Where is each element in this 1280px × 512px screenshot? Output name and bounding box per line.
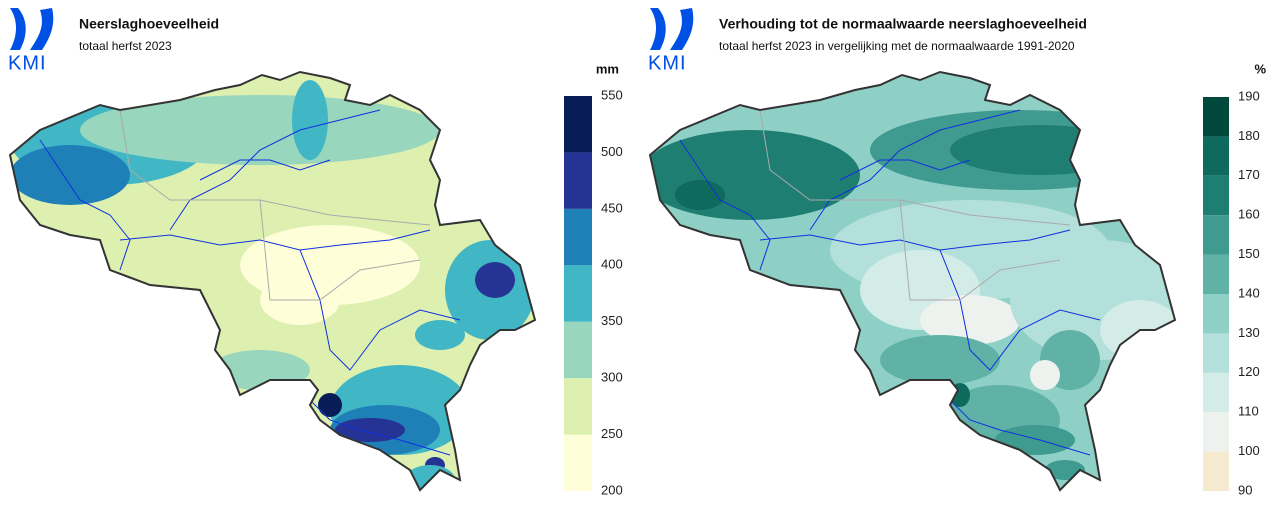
legend-tick-label: 100 <box>1238 443 1260 458</box>
legend-tick-label: 140 <box>1238 285 1260 300</box>
legend-tick-label: 180 <box>1238 128 1260 143</box>
logo-text: KMI <box>648 52 687 74</box>
legend-swatch <box>564 378 592 435</box>
logo-mark <box>30 8 54 50</box>
panel: KMI Neerslaghoeveelheid totaal herfst 2023… <box>8 8 623 497</box>
legend-unit: % <box>1254 61 1266 76</box>
legend-tick-label: 110 <box>1238 404 1259 419</box>
legend-swatch <box>1203 412 1229 452</box>
map-region <box>880 335 1000 385</box>
logo-text: KMI <box>8 52 47 74</box>
map-region <box>292 80 328 160</box>
legend-swatch <box>1203 294 1229 334</box>
province-border <box>119 109 431 301</box>
map-region <box>995 425 1075 455</box>
legend-tick-label: 150 <box>1238 246 1260 261</box>
legend-tick-label: 200 <box>601 482 623 497</box>
logo-mark <box>670 8 694 50</box>
map-region <box>950 125 1130 175</box>
legend-swatch <box>564 152 592 209</box>
map-region <box>335 418 405 442</box>
legend-swatch <box>564 208 592 266</box>
legend-swatch <box>564 434 592 491</box>
map <box>10 72 535 490</box>
legend-tick-label: 130 <box>1238 325 1260 340</box>
river <box>949 399 1091 456</box>
river <box>119 229 431 251</box>
legend-tick-label: 90 <box>1238 482 1252 497</box>
river <box>39 139 131 271</box>
legend-tick-label: 450 <box>601 200 623 215</box>
logo-mark <box>650 8 666 50</box>
legend-swatch <box>1203 451 1229 491</box>
legend-tick-label: 500 <box>601 144 623 159</box>
map-region <box>650 130 860 220</box>
legend-swatch <box>1203 333 1229 373</box>
legend-swatch <box>564 321 592 379</box>
province-border <box>759 109 1071 301</box>
map-region <box>920 295 1020 345</box>
river <box>679 139 771 271</box>
legend-tick-label: 550 <box>601 87 623 102</box>
title: Neerslaghoeveelheid <box>79 16 219 32</box>
logo-mark <box>10 8 26 50</box>
river <box>839 159 971 181</box>
map-region <box>10 145 130 205</box>
map-region <box>318 393 342 417</box>
legend-unit: mm <box>596 61 619 76</box>
legend-swatch <box>1203 372 1229 413</box>
subtitle: totaal herfst 2023 <box>79 39 172 53</box>
legend-tick-label: 120 <box>1238 364 1260 379</box>
legend-tick-label: 160 <box>1238 207 1260 222</box>
legend-tick-label: 190 <box>1238 88 1260 103</box>
legend-swatch <box>564 96 592 153</box>
map-region <box>1030 360 1060 390</box>
river <box>309 399 451 456</box>
legend-swatch <box>1203 175 1229 216</box>
legend-tick-label: 350 <box>601 313 623 328</box>
legend-tick-label: 170 <box>1238 167 1260 182</box>
legend-swatch <box>1203 97 1229 137</box>
map-region <box>1010 240 1175 360</box>
title: Verhouding tot de normaalwaarde neerslag… <box>719 16 1087 32</box>
legend-swatch <box>1203 254 1229 294</box>
legend-tick-label: 250 <box>601 426 623 441</box>
map-region <box>415 320 465 350</box>
legend-tick-label: 300 <box>601 370 623 385</box>
panel: KMI Verhouding tot de normaalwaarde neers… <box>648 8 1266 497</box>
subtitle: totaal herfst 2023 in vergelijking met d… <box>719 39 1075 53</box>
map-region <box>475 262 515 298</box>
legend-swatch <box>1203 136 1229 176</box>
map-region <box>80 95 440 165</box>
river <box>759 229 1071 251</box>
map-region <box>675 180 725 210</box>
map <box>650 72 1175 490</box>
legend-swatch <box>1203 215 1229 255</box>
legend-tick-label: 400 <box>601 257 623 272</box>
river <box>199 159 331 181</box>
legend-swatch <box>564 265 592 322</box>
